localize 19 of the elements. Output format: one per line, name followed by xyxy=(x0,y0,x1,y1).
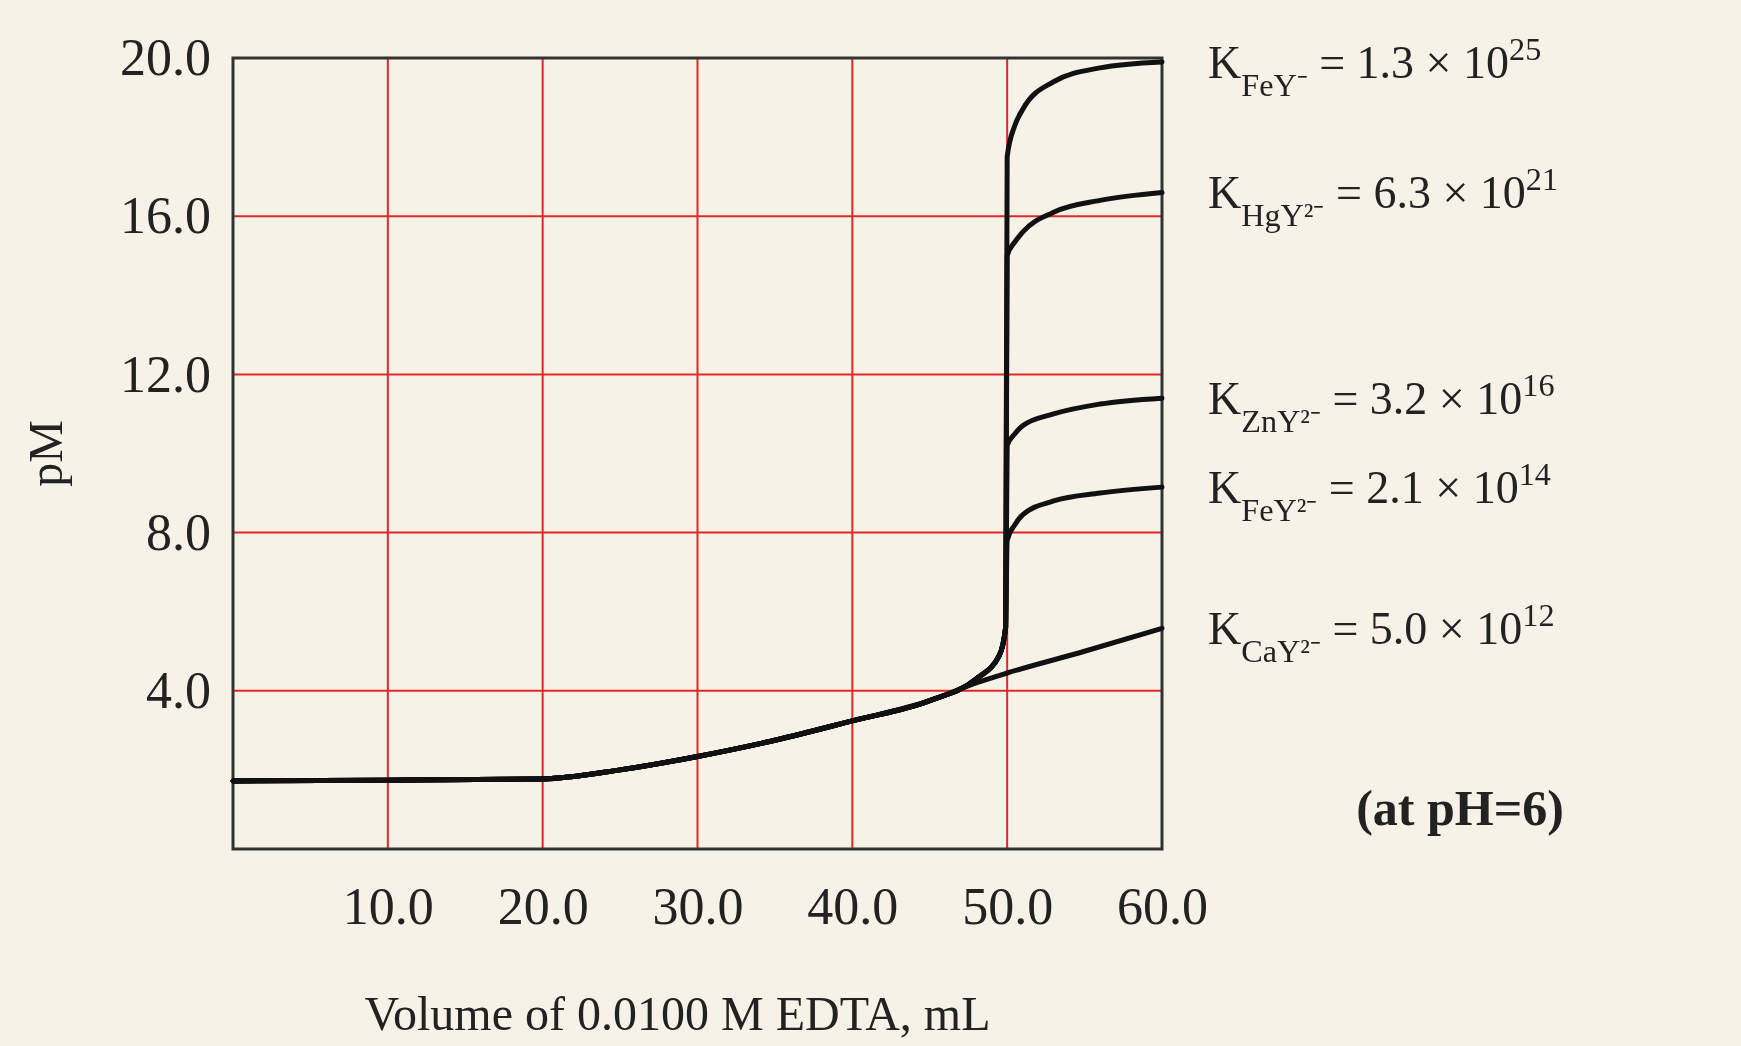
x-tick-label: 60.0 xyxy=(1117,877,1208,935)
y-tick-label: 12.0 xyxy=(120,345,211,403)
series-label: K$_{HgY²⁻}$ = 6.3 × 10$^{21}$ xyxy=(1208,161,1559,234)
x-tick-label: 10.0 xyxy=(342,877,434,935)
x-axis-title: Volume of 0.0100 M EDTA, mL xyxy=(364,987,991,1040)
y-tick-label: 20.0 xyxy=(120,29,211,87)
text: (at pH=6) xyxy=(1356,780,1564,836)
x-tick-label: 40.0 xyxy=(807,877,899,935)
y-tick-label: 8.0 xyxy=(146,503,211,561)
series-label: K$_{FeY²⁻}$ = 2.1 × 10$^{14}$ xyxy=(1208,456,1551,529)
series-label: K$_{ZnY²⁻}$ = 3.2 × 10$^{16}$ xyxy=(1208,367,1555,440)
y-axis-title: pM xyxy=(19,420,72,487)
series-label: K$_{CaY²⁻}$ = 5.0 × 10$^{12}$ xyxy=(1208,597,1555,670)
series-label: K$_{FeY⁻}$ = 1.3 × 10$^{25}$ xyxy=(1208,30,1542,103)
x-tick-label: 20.0 xyxy=(497,877,589,935)
x-tick-label: 30.0 xyxy=(652,877,744,935)
y-tick-label: 16.0 xyxy=(120,187,211,245)
y-tick-label: 4.0 xyxy=(146,661,211,719)
x-tick-label: 50.0 xyxy=(962,877,1054,935)
